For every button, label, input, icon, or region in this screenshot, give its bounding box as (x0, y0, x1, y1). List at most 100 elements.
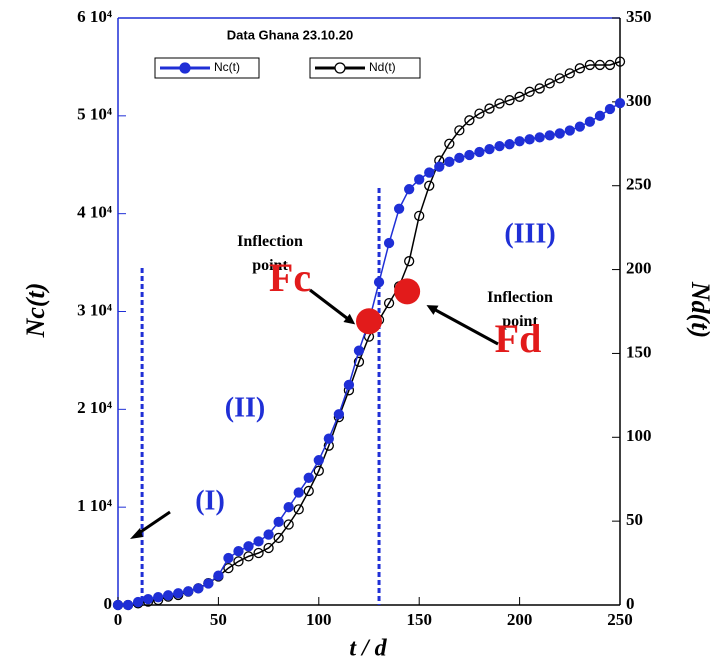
data-point (534, 83, 545, 94)
data-point (393, 203, 405, 214)
data-point (353, 356, 365, 367)
y-tick-label: 6 10⁴ (77, 7, 112, 26)
data-point (494, 141, 505, 152)
data-point (574, 63, 585, 74)
data-point (444, 138, 455, 149)
data-point (223, 552, 234, 564)
inflection-note: Inflection point (487, 289, 553, 330)
phase-label: (I) (195, 485, 225, 516)
data-point (132, 596, 144, 608)
y2-tick-label: 50 (626, 510, 643, 529)
data-point (233, 556, 244, 567)
data-point (333, 409, 345, 420)
chart-title: Data Ghana 23.10.20 (227, 27, 353, 42)
data-point (474, 108, 485, 119)
data-point (383, 297, 395, 309)
x-axis-label: t / d (349, 636, 387, 662)
arrow (429, 305, 499, 346)
data-point (404, 184, 415, 195)
data-point (534, 132, 545, 143)
data-point (504, 95, 515, 106)
data-point (434, 161, 445, 172)
y2-tick-label: 200 (626, 258, 652, 277)
data-point (112, 599, 124, 611)
data-point (293, 504, 304, 515)
y-tick-label: 4 10⁴ (77, 203, 112, 222)
data-point (554, 128, 565, 139)
legend-marker (334, 62, 346, 74)
legend-marker (179, 62, 191, 74)
data-point (293, 487, 304, 498)
y2-tick-label: 150 (626, 342, 652, 361)
data-point (253, 547, 264, 559)
inflection-label: Fc (269, 255, 311, 300)
data-point (514, 136, 525, 147)
data-point (153, 592, 164, 603)
x-tick-label: 200 (507, 610, 533, 629)
data-point (604, 59, 616, 71)
data-point (163, 590, 174, 601)
data-point (564, 68, 575, 79)
data-point (193, 583, 204, 594)
data-point (263, 542, 274, 554)
data-point (253, 536, 264, 547)
data-point (303, 485, 314, 497)
inflection-label: Fd (495, 316, 542, 361)
data-point (484, 103, 495, 114)
data-point (564, 125, 575, 136)
data-point (464, 149, 475, 161)
data-point (614, 97, 626, 109)
data-point (414, 210, 425, 222)
data-point (313, 455, 324, 466)
y2-axis-label: Nd(t) (686, 281, 710, 338)
data-point (504, 139, 515, 150)
x-tick-label: 250 (607, 610, 633, 629)
data-point (373, 276, 385, 288)
data-point (464, 115, 475, 126)
data-point (554, 73, 565, 84)
data-point (183, 586, 194, 597)
y2-tick-label: 300 (626, 91, 652, 110)
data-point (313, 465, 324, 476)
y2-tick-label: 250 (626, 175, 652, 194)
y2-tick-label: 0 (626, 594, 635, 613)
data-point (524, 86, 535, 97)
data-point (594, 59, 606, 71)
data-point (173, 588, 184, 599)
data-point (614, 56, 626, 67)
legend-label: Nc(t) (214, 60, 240, 74)
data-point (544, 78, 555, 89)
data-point (454, 125, 465, 136)
data-point (444, 156, 455, 167)
data-point (484, 143, 495, 155)
inflection-point (356, 308, 382, 335)
data-point (283, 519, 294, 530)
legend-box (154, 57, 260, 79)
data-point (424, 167, 435, 178)
arrowhead (130, 528, 143, 539)
data-point (383, 237, 395, 249)
data-point (243, 541, 254, 552)
arrow (135, 510, 171, 537)
data-point (584, 59, 596, 71)
data-point (353, 345, 365, 356)
data-point (343, 379, 355, 391)
x-tick-label: 0 (114, 610, 123, 629)
data-point (574, 121, 585, 132)
data-point (323, 433, 334, 444)
arrow (309, 288, 353, 324)
y2-tick-label: 350 (626, 7, 652, 26)
legend-label: Nd(t) (369, 60, 396, 74)
data-point (544, 130, 555, 141)
data-point (303, 472, 314, 483)
data-point (414, 174, 425, 185)
data-point (604, 103, 616, 115)
x-tick-label: 100 (306, 610, 332, 629)
y2-tick-label: 100 (626, 426, 652, 445)
data-point (424, 180, 435, 191)
data-point (142, 593, 154, 605)
data-point (454, 152, 465, 164)
data-point (273, 532, 284, 544)
